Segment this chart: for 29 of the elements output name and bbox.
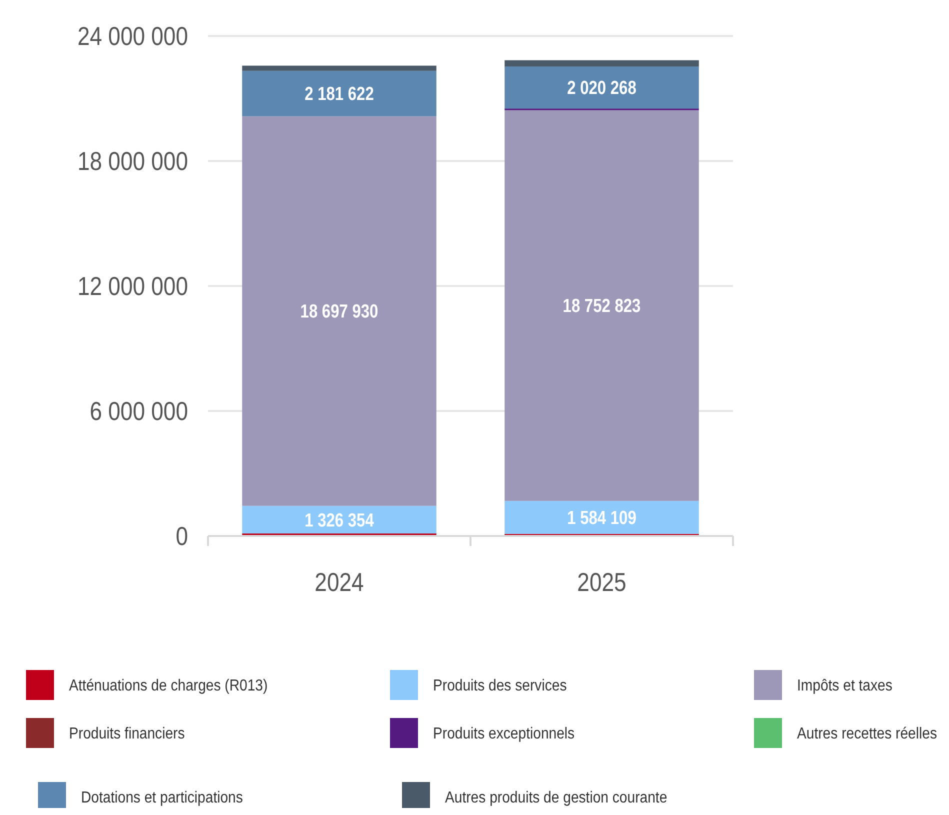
bar bbox=[504, 110, 699, 501]
bar bbox=[242, 506, 436, 534]
bar bbox=[242, 116, 436, 506]
legend-label: Autres produits de gestion courante bbox=[445, 788, 668, 807]
legend-label: Produits financiers bbox=[69, 724, 185, 743]
legend-label: Produits des services bbox=[433, 676, 567, 695]
legend-label: Impôts et taxes bbox=[797, 676, 892, 695]
bar bbox=[242, 66, 436, 71]
y-tick-label: 24 000 000 bbox=[77, 22, 188, 52]
bar bbox=[504, 500, 699, 534]
y-tick-label: 18 000 000 bbox=[77, 147, 188, 177]
legend-label: Dotations et participations bbox=[81, 788, 243, 807]
bar bbox=[504, 66, 699, 109]
data-label: 18 697 930 bbox=[300, 300, 378, 322]
data-label: 2 181 622 bbox=[304, 82, 374, 105]
legend-label: Atténuations de charges (R013) bbox=[69, 676, 268, 695]
data-label: 2 020 268 bbox=[567, 76, 637, 99]
y-tick-label: 6 000 000 bbox=[90, 397, 188, 427]
y-tick-label: 0 bbox=[176, 522, 188, 552]
data-label: 18 752 823 bbox=[562, 294, 642, 317]
legend-label: Autres recettes réelles bbox=[797, 724, 938, 743]
bar bbox=[504, 60, 699, 66]
x-tick-label: 2024 bbox=[314, 568, 364, 598]
legend-label: Produits exceptionnels bbox=[433, 724, 575, 743]
data-label: 1 584 109 bbox=[567, 506, 637, 528]
x-tick-label: 2025 bbox=[577, 568, 626, 598]
data-label: 1 326 354 bbox=[304, 508, 374, 531]
bar bbox=[242, 70, 436, 116]
y-tick-label: 12 000 000 bbox=[77, 272, 188, 302]
